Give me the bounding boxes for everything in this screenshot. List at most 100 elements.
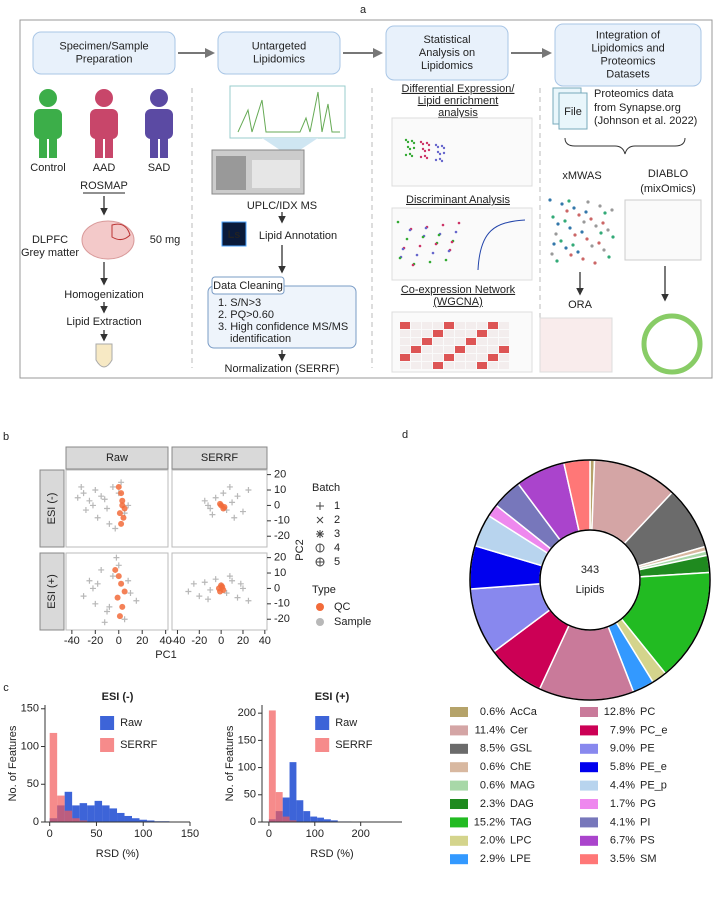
y-tick-label: 0	[274, 582, 280, 594]
qc-point	[121, 588, 128, 595]
heatmap-cell	[422, 354, 432, 361]
y-tick-label: 10	[274, 484, 286, 496]
heatmap-cell	[433, 362, 443, 369]
method-label: xMWAS	[562, 170, 601, 182]
heatmap-cell	[433, 338, 443, 345]
x-tick-label: -40	[64, 635, 80, 647]
legend-swatch	[580, 817, 598, 828]
hist-bar	[87, 805, 95, 822]
proteomics-text: from Synapse.org	[594, 102, 681, 114]
sample-point	[223, 590, 230, 597]
sample-point	[104, 505, 111, 512]
pie-hole	[539, 529, 641, 631]
heatmap-cell	[466, 322, 476, 329]
legend-label: SERRF	[120, 739, 158, 751]
hist-bar	[94, 800, 103, 822]
legend-swatch	[450, 817, 468, 828]
person-icon	[95, 136, 103, 158]
sample-point	[127, 590, 134, 597]
legend-title: Type	[312, 584, 336, 596]
heatmap-cell	[422, 362, 432, 369]
heatmap-cell	[422, 322, 432, 329]
ora-image	[539, 317, 613, 373]
qc-point	[118, 520, 125, 527]
heatmap-cell	[488, 330, 498, 337]
chord-image	[641, 313, 703, 375]
panel-label: c	[3, 682, 9, 694]
heatmap-cell	[455, 354, 465, 361]
decor-dot	[424, 226, 428, 230]
sample-point	[109, 573, 116, 580]
hist-bar	[146, 820, 155, 822]
decor-dot	[427, 148, 431, 152]
heatmap-cell	[466, 362, 476, 369]
heatmap-cell	[444, 330, 454, 337]
qc-point	[221, 503, 228, 510]
hist-bar	[102, 805, 110, 822]
legend-value: 2.0%	[480, 835, 505, 847]
person-icon	[39, 136, 47, 158]
legend-value: 11.4%	[475, 724, 506, 736]
zoom-wedge	[262, 138, 318, 150]
analysis-title: Lipid enrichment	[418, 95, 499, 107]
heatmap-cell	[488, 354, 498, 361]
decor-dot	[415, 253, 419, 257]
legend-value: 8.5%	[480, 743, 505, 755]
heatmap-cell	[466, 330, 476, 337]
legend-value: 2.3%	[480, 798, 505, 810]
heatmap-cell	[499, 322, 509, 329]
heatmap-cell	[444, 354, 454, 361]
person-icon	[49, 136, 57, 158]
x-axis-label: PC1	[155, 649, 176, 661]
decor-dot	[398, 256, 402, 260]
network-node	[606, 228, 610, 232]
decor-dot	[421, 147, 425, 151]
x-axis-label: RSD (%)	[96, 848, 139, 860]
group-label: SAD	[148, 162, 171, 174]
cleaning-item: 2. PQ>0.60	[218, 309, 274, 321]
x-tick-label: 0	[116, 635, 122, 647]
legend-shape	[316, 502, 324, 510]
sample-point	[234, 493, 241, 500]
network-node	[577, 213, 581, 217]
prep-step: Lipid Extraction	[66, 316, 141, 328]
decor-dot	[404, 153, 408, 157]
legend-swatch	[580, 854, 598, 865]
logo-text: Ls	[228, 229, 241, 241]
heatmap-cell	[400, 322, 410, 329]
sample-point	[78, 483, 85, 490]
network-node	[585, 237, 589, 241]
network-node	[601, 221, 605, 225]
analysis-title: (WGCNA)	[433, 296, 483, 308]
prep-step: Homogenization	[64, 289, 144, 301]
y-axis-label: No. of Features	[224, 725, 236, 801]
sample-point	[234, 594, 241, 601]
y-tick-label: 0	[33, 816, 39, 828]
instrument	[252, 160, 300, 188]
decor-dot	[419, 155, 423, 159]
heatmap-cell	[488, 362, 498, 369]
heatmap-cell	[444, 346, 454, 353]
center-label: 343	[581, 564, 599, 576]
decor-dot	[438, 152, 442, 156]
legend-label: 5	[334, 556, 340, 568]
qc-point	[115, 573, 122, 580]
hist-bar	[296, 800, 304, 822]
decor-dot	[396, 220, 400, 224]
network-node	[598, 204, 602, 208]
brain-icon	[111, 223, 131, 241]
chart-title: ESI (+)	[315, 691, 350, 703]
sample-point	[205, 596, 212, 603]
legend-label: PC	[640, 706, 655, 718]
legend-shape	[315, 557, 325, 567]
group-label: Control	[30, 162, 65, 174]
hist-bar	[139, 819, 147, 822]
decor-dot	[434, 143, 438, 147]
heatmap-cell	[422, 330, 432, 337]
y-tick-label: -20	[274, 530, 290, 542]
hist-bar	[124, 815, 132, 822]
network-node	[548, 198, 552, 202]
legend-label: SERRF	[335, 739, 373, 751]
